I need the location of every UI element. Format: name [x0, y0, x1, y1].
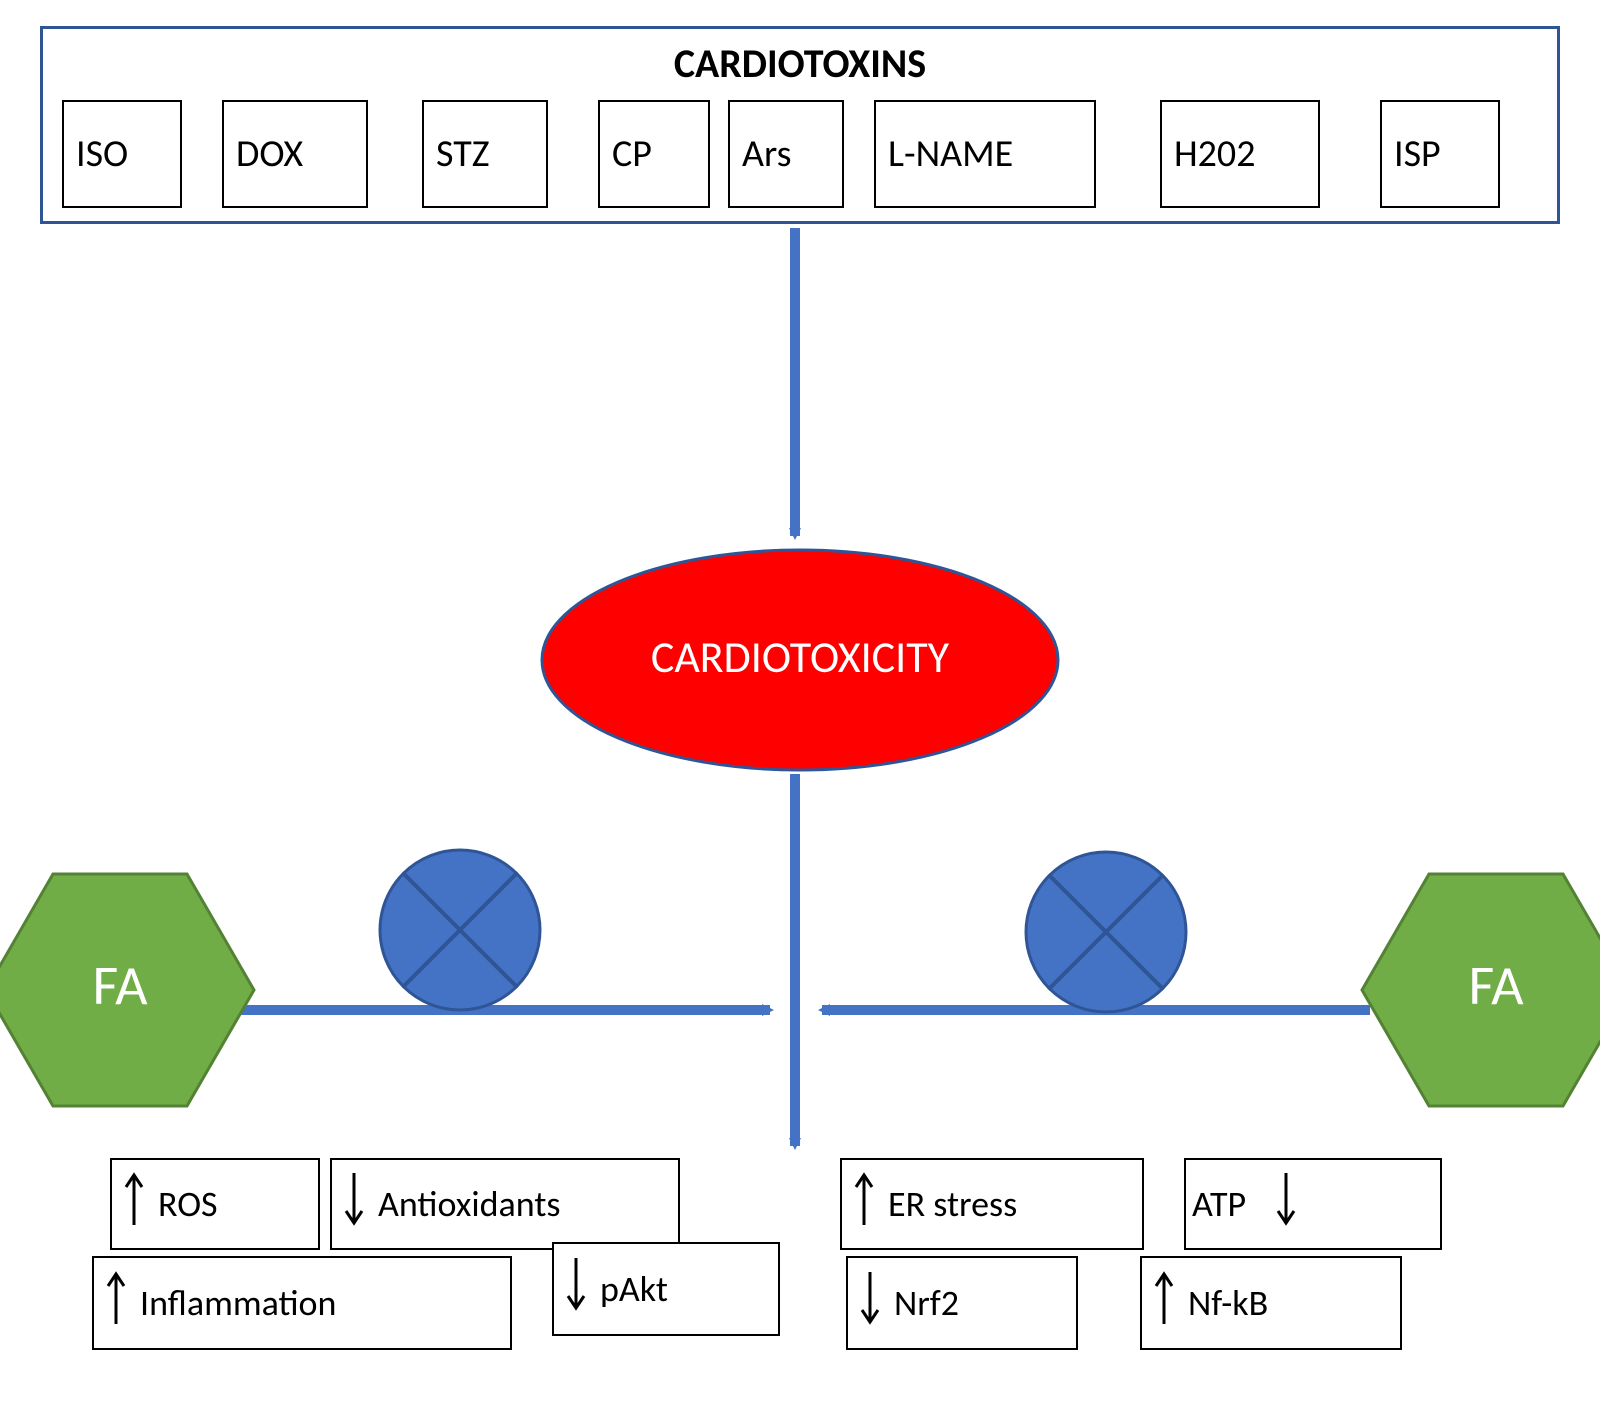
down-arrow-icon: [566, 1254, 586, 1324]
effect-label: ROS: [152, 1182, 224, 1226]
effect-label: Nf-kB: [1182, 1281, 1274, 1325]
down-arrow-icon: [860, 1268, 880, 1338]
up-arrow-icon: [106, 1268, 126, 1338]
effect-label: Inflammation: [134, 1281, 342, 1325]
effect-box: Antioxidants: [330, 1158, 680, 1250]
effect-label: Nrf2: [888, 1281, 965, 1325]
up-arrow-icon: [124, 1169, 144, 1239]
effect-label: ATP: [1186, 1182, 1252, 1226]
diagram-stage: CARDIOTOXINS ISODOXSTZCPArsL-NAMEH202ISP…: [0, 0, 1600, 1412]
effect-box: Nf-kB: [1140, 1256, 1402, 1350]
up-arrow-icon: [854, 1169, 874, 1239]
effects-layer: ROS Antioxidants ER stress ATP Inflammation p…: [0, 0, 1600, 1412]
down-arrow-icon: [1276, 1169, 1296, 1239]
effect-box: Nrf2: [846, 1256, 1078, 1350]
effect-box: ROS: [110, 1158, 320, 1250]
effect-label: pAkt: [594, 1267, 674, 1311]
effect-box: Inflammation: [92, 1256, 512, 1350]
down-arrow-icon: [344, 1169, 364, 1239]
effect-label: ER stress: [882, 1182, 1023, 1226]
effect-box: pAkt: [552, 1242, 780, 1336]
up-arrow-icon: [1154, 1268, 1174, 1338]
effect-box: ER stress: [840, 1158, 1144, 1250]
effect-box: ATP: [1184, 1158, 1442, 1250]
effect-label: Antioxidants: [372, 1182, 566, 1226]
